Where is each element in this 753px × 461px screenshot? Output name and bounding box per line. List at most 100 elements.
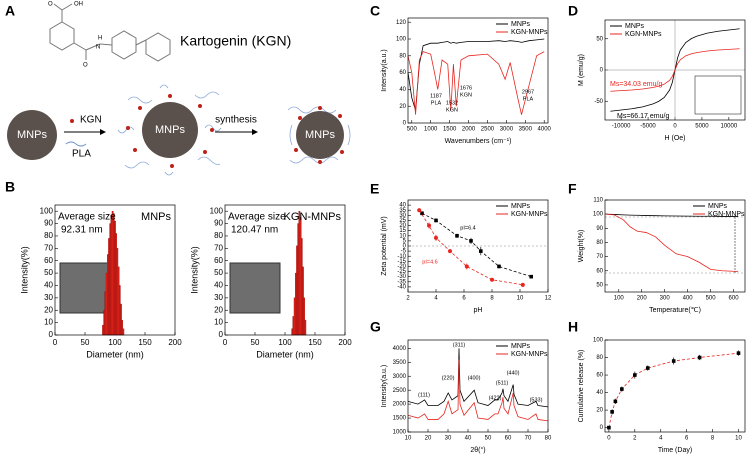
legend-label: MNPs — [511, 343, 531, 350]
annotation: 2967 — [522, 89, 534, 95]
y-tick-label: -15 — [397, 259, 406, 265]
node-label: MNPs — [17, 129, 47, 141]
point — [645, 366, 650, 370]
y-tick-label: 3500 — [393, 360, 407, 366]
y-tick-label: 120 — [396, 20, 407, 26]
y-tick-label: 50 — [44, 268, 53, 277]
y-tick-label: 20 — [399, 223, 406, 229]
y-axis-label: Intensity(a.u.) — [381, 365, 388, 407]
point — [736, 351, 741, 355]
y-tick-label: 0 — [49, 330, 54, 339]
panel-letter: H — [568, 319, 578, 335]
y-tick-label: 60 — [214, 256, 223, 265]
plot-frame — [604, 199, 746, 293]
y-axis-label: Zeta potential (mV) — [381, 216, 388, 276]
y-tick-label: 80 — [399, 53, 406, 59]
x-tick-label: 50 — [251, 338, 260, 347]
annotation: pI=6.4 — [460, 225, 475, 231]
x-tick-label: -5000 — [640, 124, 656, 130]
legend-label: KGN-MNPs — [625, 31, 662, 38]
pla-chains — [117, 84, 351, 176]
x-tick-label: 150 — [308, 338, 322, 347]
x-tick-label: 2500 — [481, 127, 495, 133]
x-tick-label: 200 — [338, 338, 352, 347]
annotation: (400) — [468, 375, 481, 381]
reagent-label: KGN — [80, 115, 102, 126]
x-tick-label: 10 — [735, 436, 742, 442]
x-tick-label: 70 — [525, 436, 532, 442]
y-tick-label: 30 — [44, 293, 53, 302]
annotation: PLA — [523, 96, 534, 102]
point — [520, 282, 525, 287]
particle — [7, 110, 57, 160]
x-tick-label: 100 — [108, 338, 122, 347]
y-tick-label: 100 — [396, 37, 407, 43]
x-tick-label: 60 — [505, 436, 512, 442]
annotation: (311) — [453, 342, 466, 348]
line — [407, 51, 545, 115]
y-tick-label: 40 — [44, 281, 53, 290]
y-tick-label: 10 — [399, 233, 406, 239]
y-tick-label: 80 — [596, 355, 603, 361]
point — [633, 373, 637, 377]
y-tick-label: 5 — [403, 238, 407, 244]
y-axis-label: Cumulative release (%) — [578, 350, 585, 423]
y-tick-label: 50 — [214, 268, 223, 277]
y-tick-label: 100 — [593, 338, 604, 344]
atom-label: OH — [74, 2, 83, 8]
atom-label: N — [96, 45, 100, 51]
reagent-label: PLA — [72, 149, 91, 160]
x-tick-label: 500 — [407, 127, 418, 133]
x-tick-label: 4 — [434, 296, 438, 302]
line — [610, 48, 740, 92]
y-tick-label: 2500 — [393, 388, 407, 394]
y-tick-label: -50 — [594, 99, 603, 105]
x-tick-label: 1000 — [424, 127, 438, 133]
y-tick-label: 15 — [399, 228, 406, 234]
annotation: KGN — [460, 92, 472, 98]
point — [490, 277, 494, 282]
x-tick-label: 40 — [465, 436, 472, 442]
y-tick-label: 80 — [596, 240, 603, 246]
histogram-title: KGN-MNPs — [284, 211, 342, 223]
histogram-note: Average size — [58, 212, 116, 223]
point — [417, 208, 422, 213]
x-tick-label: 10 — [405, 436, 412, 442]
panel-letter: A — [5, 3, 15, 19]
annotation: (220) — [442, 375, 455, 381]
x-tick-label: 4000 — [538, 127, 552, 133]
annotation: Ms=66.17 emu/g — [617, 113, 669, 120]
y-axis-label: Intensity(%) — [19, 246, 29, 294]
particle — [296, 111, 344, 159]
y-axis-label: Intensity(a.u.) — [381, 49, 388, 91]
step-label: synthesis — [215, 115, 257, 126]
histogram-title: MNPs — [141, 211, 171, 223]
annotation: 1676 — [460, 85, 472, 91]
y-tick-label: 70 — [214, 243, 223, 252]
x-tick-label: 10 — [517, 296, 524, 302]
y-tick-label: 80 — [214, 231, 223, 240]
point — [620, 387, 624, 391]
x-tick-label: 0 — [223, 338, 228, 347]
y-tick-label: 70 — [44, 243, 53, 252]
annotation: pI=4.6 — [422, 259, 437, 265]
point — [420, 211, 424, 216]
y-tick-label: 60 — [399, 70, 406, 76]
pla-chain — [65, 141, 87, 147]
x-tick-label: 2 — [406, 296, 410, 302]
x-tick-label: 4 — [659, 436, 663, 442]
y-tick-label: 60 — [596, 373, 603, 379]
y-axis-label: M (emu/g) — [578, 54, 585, 86]
legend-label: MNPs — [625, 23, 645, 30]
plot-frame — [407, 199, 549, 293]
x-axis-label: pH — [474, 307, 483, 314]
y-tick-label: 100 — [210, 206, 224, 215]
y-tick-label: 90 — [596, 226, 603, 232]
tem-inset — [229, 262, 281, 314]
legend-label: KGN-MNPs — [708, 211, 745, 218]
bar — [122, 328, 125, 336]
x-tick-label: 150 — [138, 338, 152, 347]
y-tick-label: 0 — [403, 121, 407, 127]
y-tick-label: 110 — [593, 198, 603, 204]
